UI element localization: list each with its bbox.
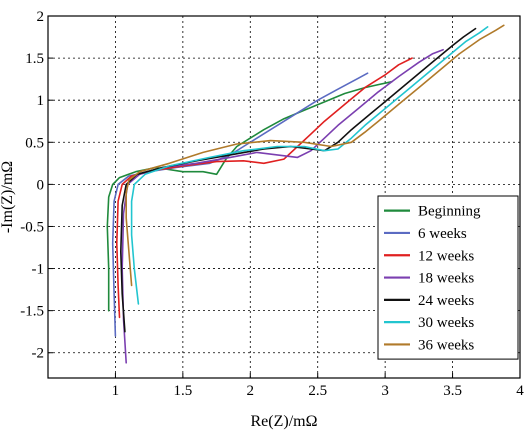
series-line-36-weeks (125, 24, 505, 287)
series-line-18-weeks (121, 48, 444, 364)
x-tick-label: 2.5 (308, 383, 327, 399)
series-layer (106, 24, 505, 364)
y-tick-label: 1.5 (25, 51, 44, 67)
legend-label: 12 weeks (418, 248, 474, 264)
y-tick-label: -1 (32, 262, 45, 278)
legend-label: 18 weeks (418, 271, 474, 287)
legend-label: 6 weeks (418, 226, 467, 242)
y-tick-label: 1 (37, 93, 45, 109)
y-tick-label: -1.5 (20, 304, 44, 320)
y-tick-label: 0 (37, 177, 45, 193)
y-tick-label: -2 (32, 346, 45, 362)
y-tick-label: 2 (37, 9, 45, 25)
series-line-30-weeks (130, 26, 489, 305)
series-line-6-weeks (111, 72, 369, 337)
series-line-beginning (106, 80, 393, 312)
x-tick-label: 1 (112, 383, 120, 399)
x-axis-label: Re(Z)/mΩ (251, 413, 318, 430)
legend: Beginning 6 weeks 12 weeks 18 weeks 24 weeks… (377, 195, 519, 360)
series-line-24-weeks (120, 27, 477, 333)
legend-label: 36 weeks (418, 337, 474, 353)
x-tick-label: 3.5 (443, 383, 462, 399)
tick-layer: 1 1.5 2 2.5 3 3.5 4 -2 -1.5 -1 -0.5 0 0.5 1 1.5 2 (20, 9, 524, 399)
legend-label: Beginning (418, 204, 481, 220)
plot-frame (47, 15, 521, 379)
y-tick-label: 0.5 (25, 135, 44, 151)
y-axis-label: -Im(Z)/mΩ (0, 161, 16, 233)
legend-label: 30 weeks (418, 315, 474, 331)
x-tick-label: 3 (381, 383, 389, 399)
y-tick-label: -0.5 (20, 219, 44, 235)
series-line-12-weeks (116, 57, 413, 319)
x-tick-label: 2 (247, 383, 255, 399)
x-tick-label: 4 (516, 383, 524, 399)
x-tick-label: 1.5 (173, 383, 192, 399)
legend-label: 24 weeks (418, 293, 474, 309)
